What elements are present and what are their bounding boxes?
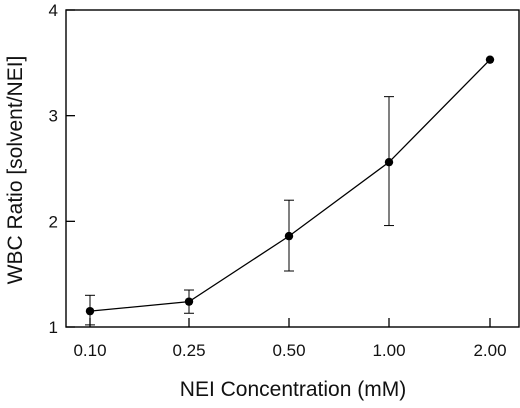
error-bars	[85, 96, 394, 326]
x-tick-label: 1.00	[372, 341, 405, 360]
data-point	[485, 55, 495, 64]
x-axis-label: NEI Concentration (mM)	[180, 378, 406, 401]
data-points	[85, 55, 495, 316]
plot-border	[65, 9, 520, 328]
y-tick-label: 4	[49, 1, 58, 20]
data-point	[284, 231, 294, 241]
data-point	[384, 157, 394, 167]
data-point	[184, 297, 194, 306]
x-tick-label: 0.50	[272, 341, 305, 360]
data-point	[85, 306, 95, 316]
plot-frame	[65, 9, 520, 328]
y-tick-label: 3	[49, 107, 58, 126]
y-axis: 1 2 3 4	[49, 1, 75, 337]
y-tick-label: 1	[49, 318, 58, 337]
x-tick-label: 2.00	[473, 341, 506, 360]
x-axis: 0.10 0.25 0.50 1.00 2.00	[73, 318, 507, 360]
y-axis-label: WBC Ratio [solvent/NEI]	[4, 56, 27, 285]
x-tick-label: 0.25	[172, 341, 205, 360]
series-line	[89, 59, 491, 312]
y-tick-label: 2	[49, 212, 58, 231]
series-polyline	[89, 59, 491, 312]
x-tick-label: 0.10	[73, 341, 106, 360]
